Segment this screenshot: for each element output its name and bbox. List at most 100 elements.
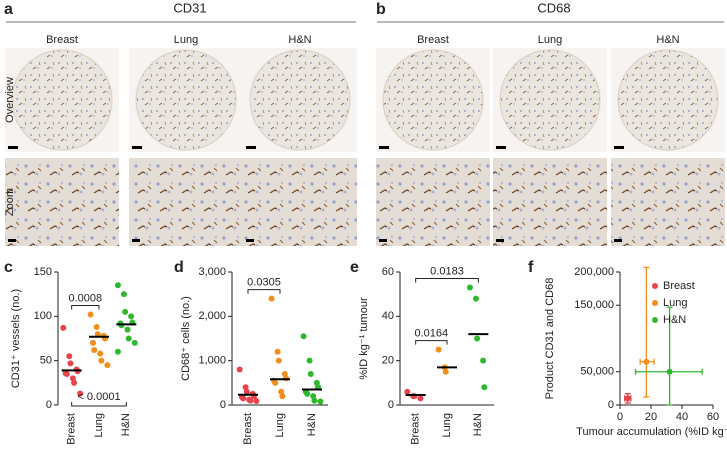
data-point xyxy=(274,348,281,355)
overview-micrograph xyxy=(499,49,601,151)
significance-bracket xyxy=(415,340,448,345)
scale-bar xyxy=(132,146,142,149)
x-axis-label: Tumour accumulation (%ID kg⁻¹) xyxy=(576,426,727,438)
zoom-micrograph xyxy=(129,158,243,246)
data-point xyxy=(98,357,105,364)
panel-letter: d xyxy=(174,259,184,276)
y-tick-label: 1,000 xyxy=(198,355,226,367)
scale-bar xyxy=(379,146,389,149)
panel-letter: b xyxy=(376,1,386,18)
legend-marker xyxy=(652,300,658,306)
zoom-micrograph xyxy=(5,158,119,246)
column-label: H&N xyxy=(656,34,679,46)
data-point xyxy=(94,331,101,338)
y-tick-label: 40 xyxy=(382,310,394,322)
y-error-bar xyxy=(666,306,673,406)
scale-bar xyxy=(8,239,16,242)
data-point xyxy=(114,282,121,289)
data-point xyxy=(240,395,247,402)
column-label: Breast xyxy=(417,34,449,46)
legend-label: Breast xyxy=(663,280,695,292)
x-tick-label: Lung xyxy=(93,413,105,437)
data-point xyxy=(66,353,73,360)
scale-bar xyxy=(614,239,622,242)
p-value: < 0.0001 xyxy=(77,391,120,403)
data-point xyxy=(666,368,673,375)
zoom-micrograph xyxy=(611,158,725,246)
data-point xyxy=(279,393,286,400)
y-axis-label: CD68⁺ cells (no.) xyxy=(180,296,192,381)
overview-micrograph xyxy=(249,49,351,151)
data-point xyxy=(120,291,127,298)
panel-letter: a xyxy=(4,1,13,18)
row-label: Zoom xyxy=(4,188,16,216)
data-point xyxy=(125,335,132,342)
data-point xyxy=(435,346,442,353)
data-point xyxy=(480,357,487,364)
x-tick-label: Breast xyxy=(410,413,422,445)
data-point xyxy=(63,370,70,377)
overview-micrograph xyxy=(11,49,113,151)
data-point xyxy=(472,295,479,302)
y-tick-label: 3,000 xyxy=(198,266,226,278)
significance-bracket xyxy=(71,402,127,407)
significance-bracket xyxy=(247,289,281,294)
data-point xyxy=(311,397,318,404)
data-point xyxy=(268,295,275,302)
data-point xyxy=(300,333,307,340)
x-tick-label: H&N xyxy=(120,413,132,436)
zoom-micrograph xyxy=(243,158,357,246)
data-point xyxy=(272,379,279,386)
x-tick-label: H&N xyxy=(472,413,484,436)
data-point xyxy=(275,357,282,364)
column-label: Breast xyxy=(46,34,78,46)
x-tick-label: Breast xyxy=(242,413,254,445)
y-tick-label: 2,000 xyxy=(198,310,226,322)
x-tick-label: Lung xyxy=(274,413,286,437)
data-point xyxy=(253,398,260,405)
data-point xyxy=(87,311,94,318)
legend-label: H&N xyxy=(663,314,686,326)
panel-letter: c xyxy=(4,259,13,276)
panel-title: CD68 xyxy=(537,0,570,15)
data-point xyxy=(77,390,84,397)
y-tick-label: 60 xyxy=(382,266,394,278)
y-axis-label: Product CD31 and CD68 xyxy=(544,278,556,400)
zoom-micrograph xyxy=(376,158,490,246)
data-point xyxy=(243,388,250,395)
data-point xyxy=(93,323,100,330)
panel-title: CD31 xyxy=(173,0,206,15)
y-tick-label: 0 xyxy=(220,399,226,411)
overview-micrograph xyxy=(382,49,484,151)
scale-bar xyxy=(246,239,254,242)
y-tick-label: 0 xyxy=(608,399,614,411)
p-value: 0.0305 xyxy=(247,277,281,289)
x-tick-label: 20 xyxy=(645,411,657,423)
y-error-bar xyxy=(643,266,650,398)
p-value: 0.0164 xyxy=(415,327,449,339)
scale-bar xyxy=(379,239,387,242)
data-point xyxy=(304,390,311,397)
data-point xyxy=(306,357,313,364)
y-tick-label: 50 xyxy=(40,355,52,367)
legend-marker xyxy=(652,317,658,323)
legend-marker xyxy=(652,283,658,289)
y-tick-label: 0 xyxy=(46,399,52,411)
data-point xyxy=(104,362,111,369)
column-label: H&N xyxy=(288,34,311,46)
data-point xyxy=(247,397,254,404)
data-point xyxy=(114,348,121,355)
data-point xyxy=(307,370,314,377)
data-point xyxy=(67,360,74,367)
y-tick-label: 0 xyxy=(388,399,394,411)
x-tick-label: Lung xyxy=(441,413,453,437)
y-tick-label: 20 xyxy=(382,355,394,367)
data-point xyxy=(466,284,473,291)
legend-label: Lung xyxy=(663,297,687,309)
zoom-micrograph xyxy=(493,158,607,246)
significance-bracket xyxy=(71,305,100,310)
data-point xyxy=(128,313,135,320)
data-point xyxy=(481,384,488,391)
scale-bar xyxy=(614,146,624,149)
